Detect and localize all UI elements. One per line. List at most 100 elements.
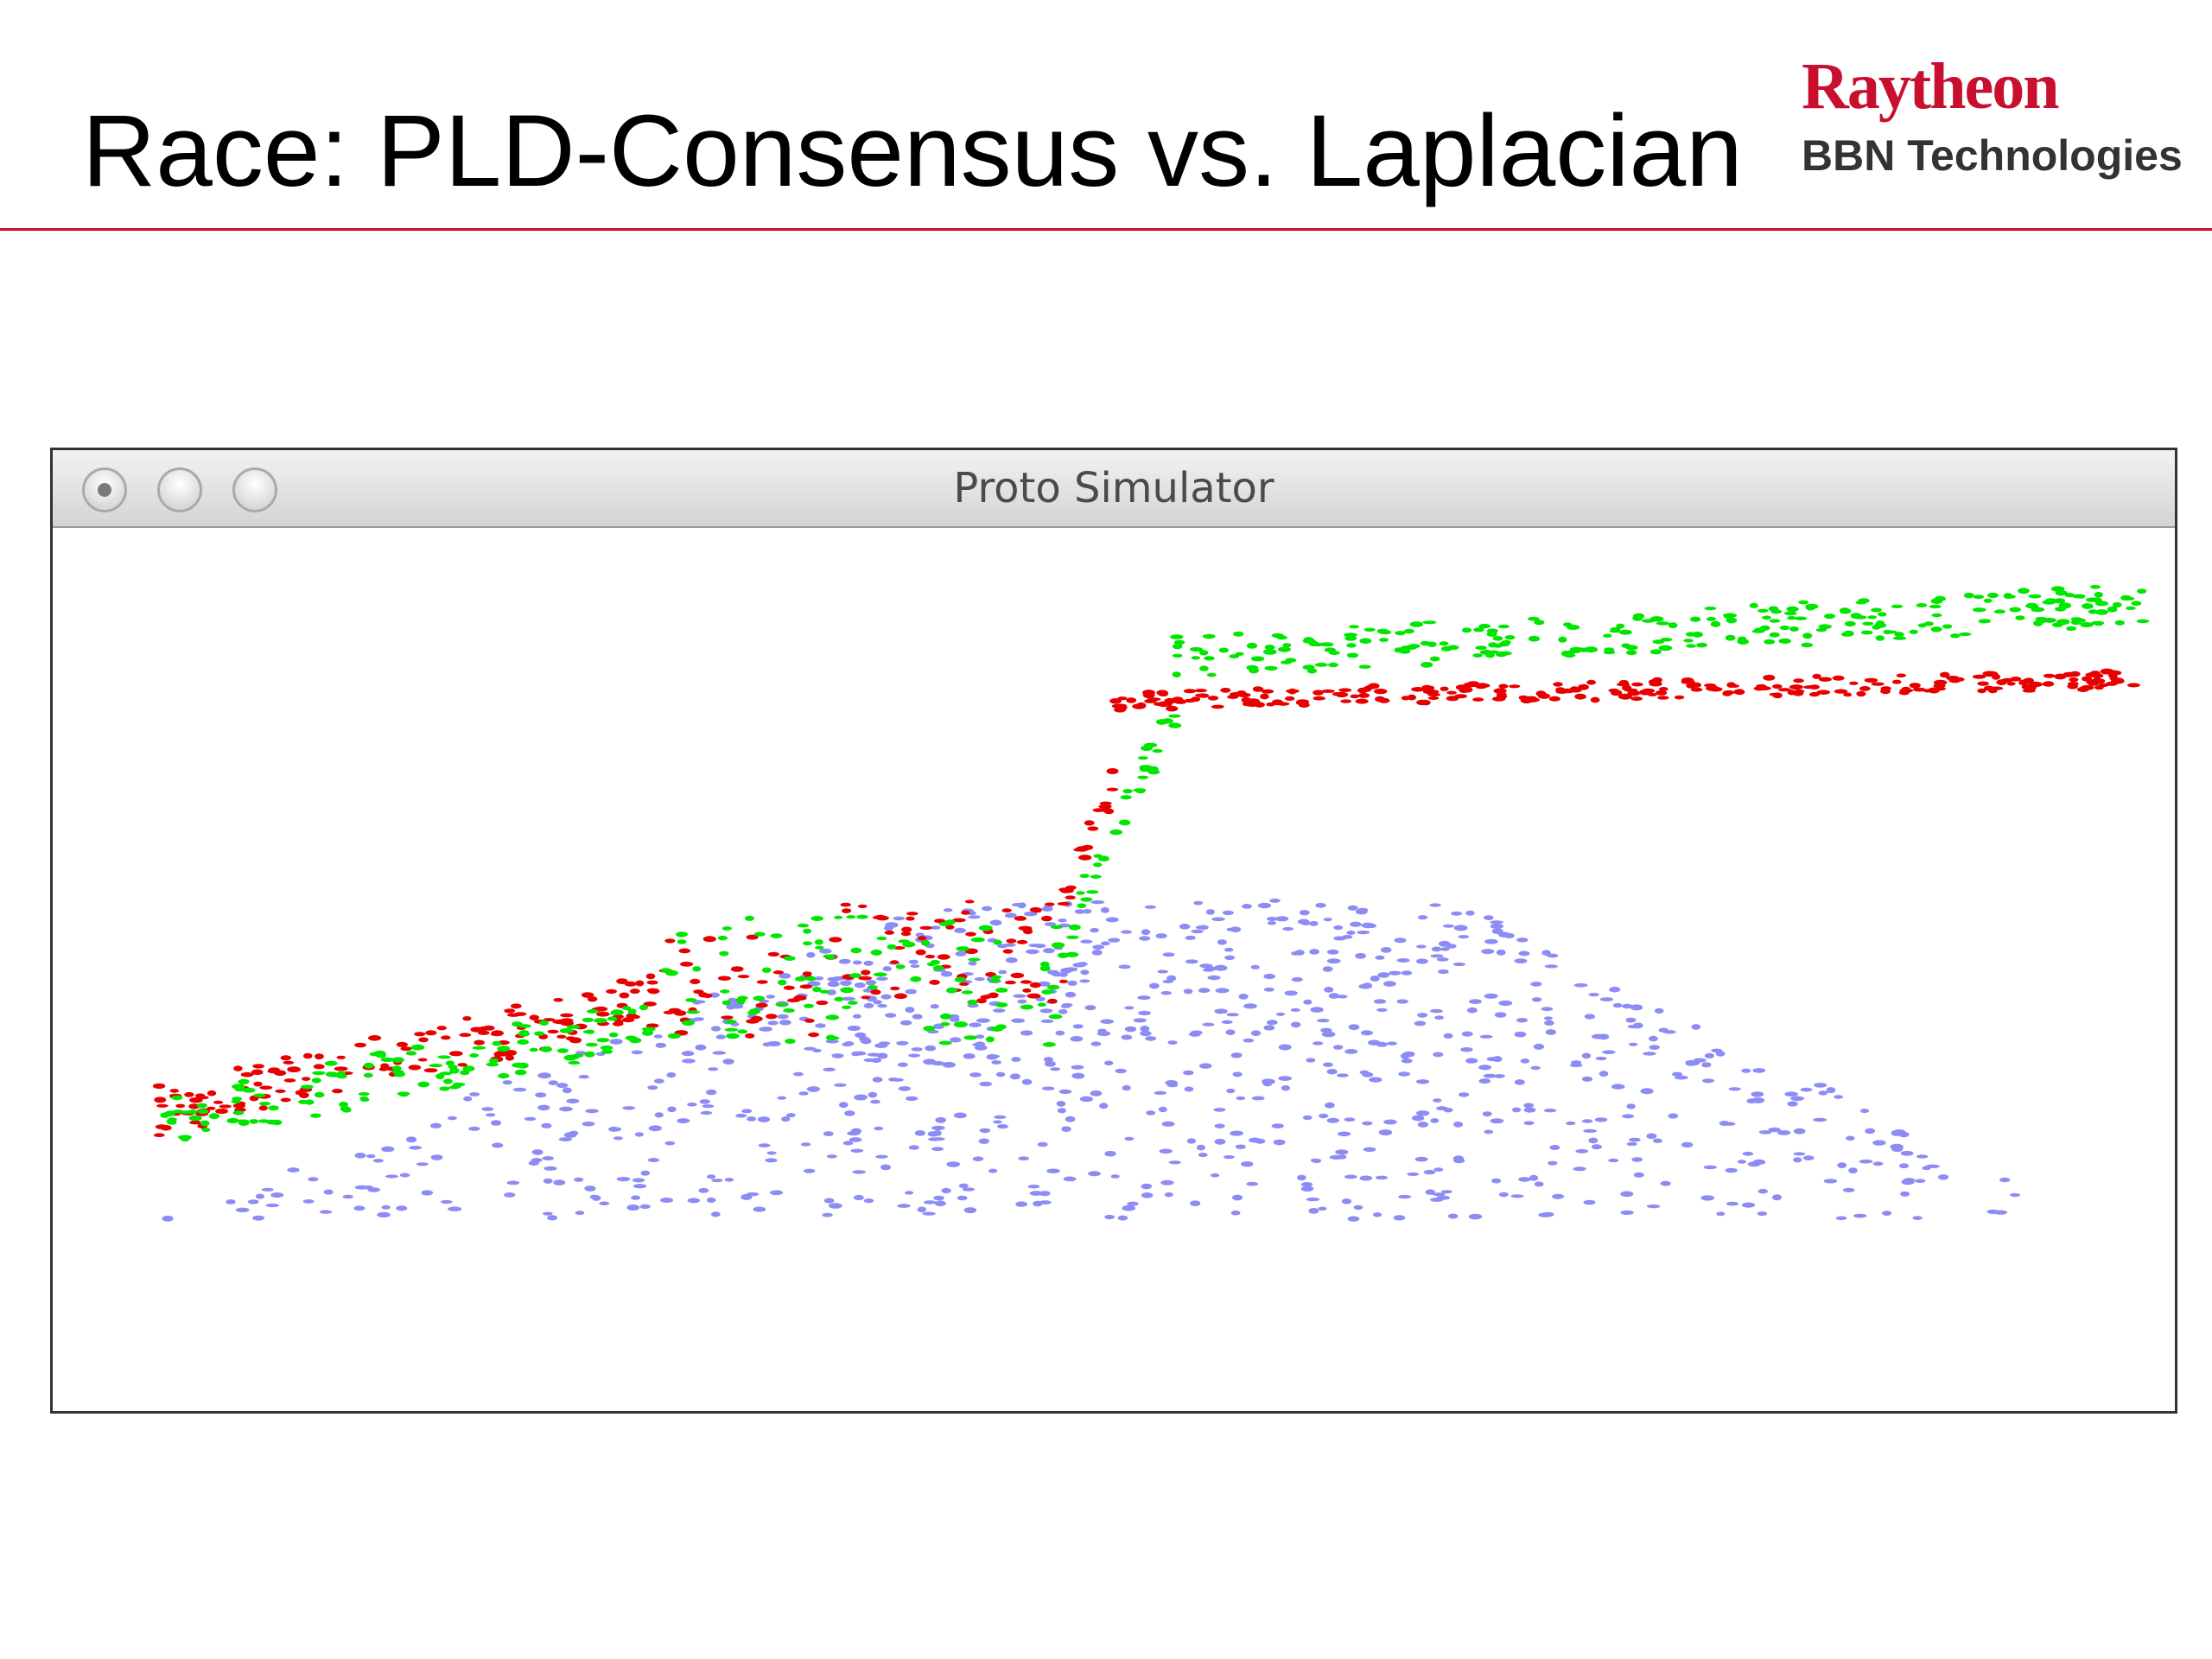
laplacian-point	[418, 1037, 429, 1043]
base-point	[547, 1215, 557, 1221]
base-point	[932, 1130, 942, 1136]
base-point	[1523, 1107, 1536, 1113]
base-point	[1363, 982, 1372, 988]
base-point	[972, 1043, 986, 1046]
base-point	[1224, 955, 1236, 960]
pld-consensus-point	[1122, 789, 1133, 794]
laplacian-point	[1472, 697, 1484, 702]
base-point	[1297, 1174, 1306, 1181]
zoom-window-button[interactable]	[232, 467, 277, 512]
pld-consensus-point	[1973, 594, 1985, 600]
laplacian-point	[1378, 697, 1390, 703]
window-titlebar[interactable]: Proto Simulator	[53, 450, 2175, 528]
laplacian-point	[626, 1013, 638, 1019]
minimize-window-button[interactable]	[157, 467, 202, 512]
pld-consensus-point	[1696, 642, 1707, 648]
laplacian-point	[1195, 693, 1208, 697]
pld-consensus-point	[1649, 616, 1664, 622]
pld-consensus-point	[1173, 639, 1185, 645]
base-point	[1179, 924, 1191, 930]
base-point	[1437, 969, 1449, 975]
laplacian-point	[900, 931, 912, 937]
pld-consensus-point	[1199, 665, 1209, 671]
base-point	[1460, 1047, 1473, 1052]
base-point	[706, 1089, 717, 1096]
base-point	[1415, 1079, 1430, 1084]
pld-consensus-point	[622, 1006, 632, 1011]
base-point	[1084, 1005, 1096, 1011]
base-point	[877, 1004, 887, 1008]
base-point	[1190, 1030, 1203, 1035]
close-window-button[interactable]	[82, 467, 127, 512]
laplacian-point	[772, 970, 785, 975]
pld-consensus-point	[1840, 632, 1853, 637]
pld-consensus-point	[417, 1081, 430, 1088]
pld-consensus-point	[834, 996, 844, 1001]
laplacian-point	[1652, 677, 1662, 683]
laplacian-point	[1630, 696, 1643, 702]
laplacian-point	[965, 931, 976, 937]
base-point	[1337, 1073, 1349, 1077]
proto-simulator-window[interactable]: Proto Simulator	[50, 448, 2177, 1414]
base-point	[753, 1206, 766, 1212]
pld-consensus-point	[517, 1039, 530, 1045]
pld-consensus-point	[1894, 632, 1904, 638]
pld-consensus-point	[1603, 633, 1612, 639]
base-point	[1055, 1030, 1065, 1036]
pld-consensus-point	[1632, 615, 1643, 621]
laplacian-point	[745, 1033, 755, 1039]
base-point	[735, 1113, 747, 1118]
base-point	[982, 906, 993, 912]
pld-consensus-point	[1930, 626, 1942, 632]
base-point	[1835, 1216, 1847, 1221]
laplacian-point	[378, 1067, 388, 1071]
laplacian-point	[1368, 683, 1380, 690]
laplacian-point	[1769, 692, 1783, 696]
base-point	[1319, 1113, 1329, 1119]
laplacian-point	[884, 930, 895, 935]
base-point	[1257, 902, 1272, 909]
base-point	[1310, 1007, 1324, 1013]
base-point	[377, 1211, 391, 1218]
base-point	[1168, 1160, 1182, 1165]
pld-consensus-point	[451, 1084, 461, 1089]
base-point	[1715, 1051, 1726, 1057]
laplacian-point	[1722, 690, 1735, 695]
base-point	[1105, 917, 1119, 923]
base-point	[1232, 1194, 1243, 1201]
base-point	[548, 1080, 558, 1085]
base-point	[270, 1192, 284, 1198]
laplacian-point	[1207, 696, 1219, 701]
simulation-canvas[interactable]	[53, 528, 2175, 1411]
laplacian-point	[1335, 691, 1349, 698]
pld-consensus-point	[785, 1039, 796, 1044]
base-point	[1901, 1179, 1915, 1185]
laplacian-point	[2094, 685, 2104, 690]
base-point	[1346, 931, 1356, 935]
laplacian-point	[1524, 696, 1537, 700]
base-point	[1469, 999, 1482, 1004]
pld-consensus-point	[337, 1071, 346, 1076]
pld-consensus-point	[1875, 635, 1885, 641]
base-point	[1243, 1038, 1255, 1043]
base-point	[553, 1179, 566, 1185]
base-point	[1235, 1144, 1246, 1149]
base-point	[1124, 1136, 1135, 1141]
base-point	[1306, 1197, 1320, 1202]
pld-consensus-point	[910, 976, 922, 982]
laplacian-point	[1065, 895, 1076, 899]
base-point	[506, 1180, 520, 1185]
pld-consensus-point	[802, 941, 813, 946]
pld-consensus-point	[2015, 615, 2025, 620]
laplacian-point	[630, 988, 640, 995]
laplacian-point	[906, 912, 918, 916]
laplacian-point	[1002, 949, 1014, 954]
pld-consensus-point	[1658, 645, 1673, 652]
base-point	[1133, 1018, 1147, 1023]
base-point	[823, 1198, 835, 1204]
pld-consensus-point	[1168, 722, 1182, 728]
pld-consensus-point	[1498, 641, 1510, 647]
base-point	[850, 1148, 864, 1154]
base-point	[1414, 1156, 1428, 1162]
laplacian-point	[1260, 693, 1269, 700]
